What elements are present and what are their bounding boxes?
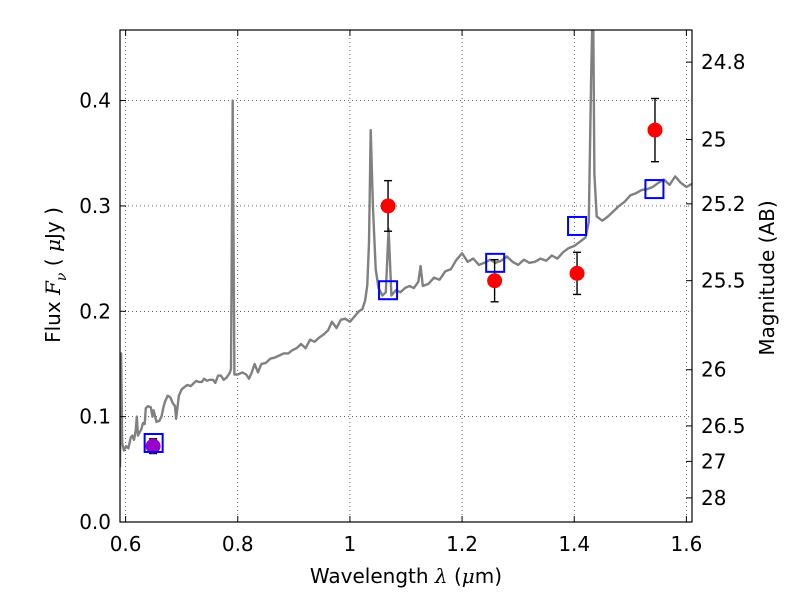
data-point-square xyxy=(143,432,164,453)
y-tick-label: 0.4 xyxy=(79,89,111,113)
x-tick-label: 1.2 xyxy=(446,532,478,556)
x-axis-symbol: λ xyxy=(434,564,448,588)
grid-lines xyxy=(120,30,692,523)
y-tick-label: 0.2 xyxy=(79,299,111,323)
y2-tick-label: 25 xyxy=(701,127,726,151)
y-axis-unit-mu: μ xyxy=(41,239,65,252)
spectrum-line xyxy=(120,30,692,468)
y2-axis-ticks: 24.8 25 25.2 25.5 26 26.5 27 28 xyxy=(686,50,746,510)
y2-tick-label: 26.5 xyxy=(701,414,746,438)
y-axis-label: Flux Fν ( μJy ) xyxy=(41,207,70,343)
data-point-square xyxy=(485,252,506,273)
y2-tick-label: 25.2 xyxy=(701,192,746,216)
x-tick-label: 1.6 xyxy=(670,532,702,556)
data-point-circle xyxy=(569,265,585,281)
y-axis-symbol: F xyxy=(41,280,65,296)
y2-tick-label: 27 xyxy=(701,449,726,473)
x-axis-unit-mu: μ xyxy=(462,564,475,588)
x-axis-ticks: 0.6 0.8 1 1.2 1.4 1.6 xyxy=(110,30,702,556)
data-point-square xyxy=(644,179,665,200)
data-point-circle xyxy=(380,198,396,214)
data-point-square xyxy=(567,215,588,236)
data-point-circle xyxy=(647,122,663,138)
data-point-circle xyxy=(487,273,503,289)
data-point-circle xyxy=(145,438,161,454)
y2-tick-label: 26 xyxy=(701,358,726,382)
x-axis-label: Wavelength λ (μm) xyxy=(310,564,502,588)
data-point-square xyxy=(378,280,399,301)
y-axis-subscript: ν xyxy=(54,272,70,281)
y2-tick-label: 25.5 xyxy=(701,269,746,293)
x-tick-label: 1 xyxy=(344,532,357,556)
y2-axis-label: Magnitude (AB) xyxy=(755,200,779,355)
x-tick-label: 0.6 xyxy=(110,532,142,556)
y-axis-ticks: 0.0 0.1 0.2 0.3 0.4 xyxy=(79,89,126,534)
x-tick-label: 1.4 xyxy=(558,532,590,556)
y-tick-label: 0.1 xyxy=(79,405,111,429)
y-tick-label: 0.0 xyxy=(79,510,111,534)
x-tick-label: 0.8 xyxy=(222,532,254,556)
y2-tick-label: 28 xyxy=(701,486,726,510)
data-series xyxy=(120,30,692,468)
y-tick-label: 0.3 xyxy=(79,194,111,218)
y2-tick-label: 24.8 xyxy=(701,50,746,74)
plot-frame xyxy=(119,29,693,523)
